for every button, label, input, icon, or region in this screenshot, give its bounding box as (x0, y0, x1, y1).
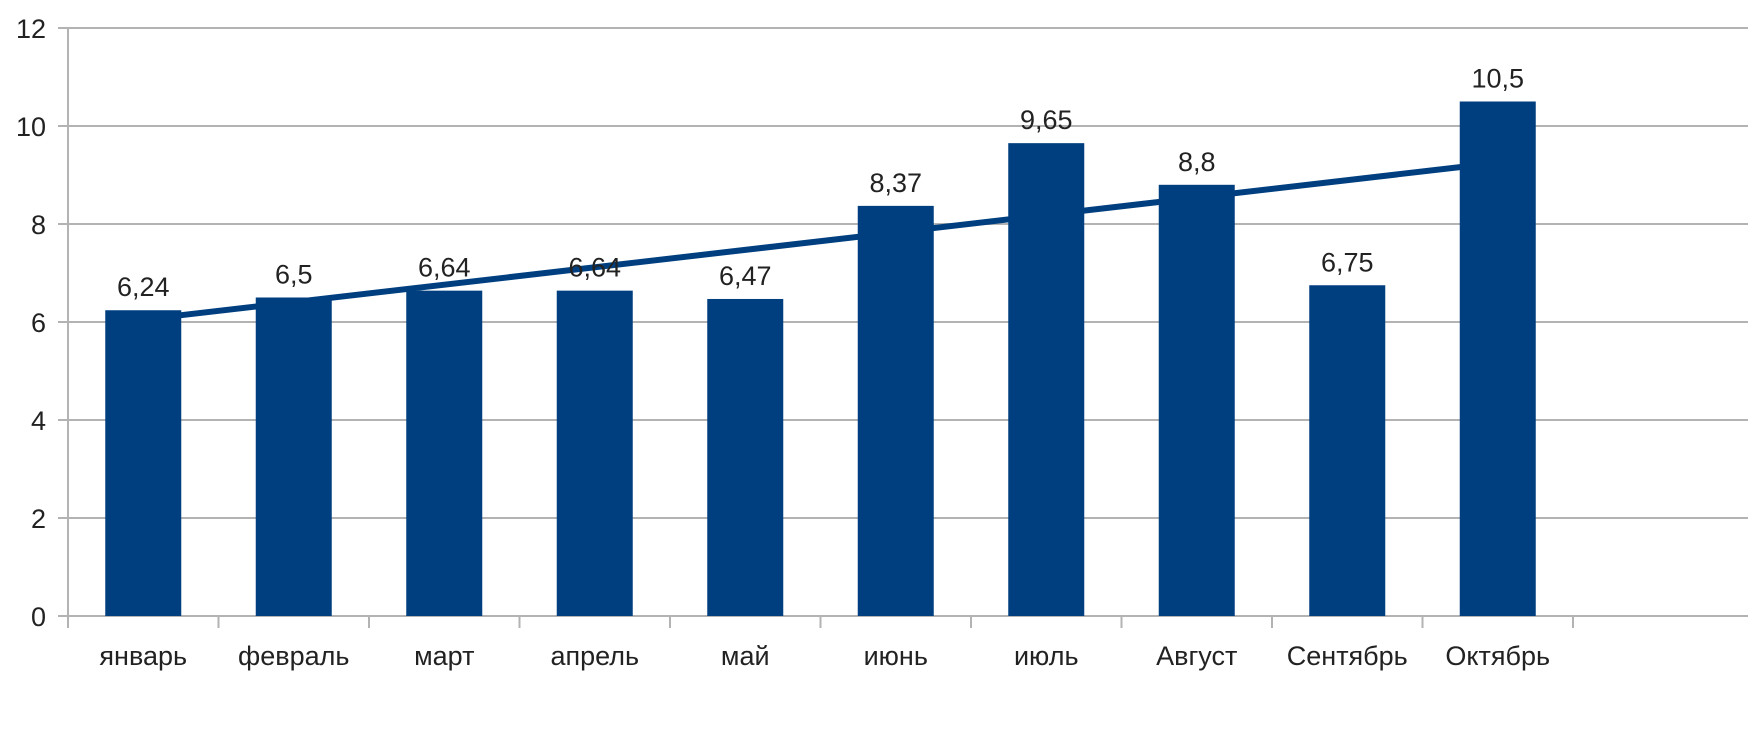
bar-1 (255, 297, 332, 616)
y-tick-label: 4 (31, 406, 46, 436)
x-tick-label: март (414, 641, 474, 671)
x-tick-label: февраль (238, 641, 349, 671)
data-label: 6,64 (418, 253, 471, 283)
y-tick-label: 0 (31, 602, 46, 632)
x-axis: январь февраль март апрель май июнь июль Август… (67, 616, 1574, 671)
bars (105, 101, 1536, 617)
y-axis: 0 2 4 6 8 10 12 (16, 14, 69, 632)
bar-9 (1459, 101, 1536, 616)
x-tick-label: Август (1156, 641, 1237, 671)
trendline (142, 159, 1499, 323)
x-tick-label: май (721, 641, 770, 671)
bar-8 (1309, 285, 1386, 616)
y-tick-label: 2 (31, 504, 46, 534)
data-label: 10,5 (1471, 64, 1524, 94)
y-tick-label: 12 (16, 14, 46, 44)
data-label: 9,65 (1020, 105, 1073, 135)
bar-2 (406, 290, 483, 616)
data-label: 6,5 (275, 260, 313, 290)
data-label: 6,24 (117, 272, 170, 302)
data-label: 6,75 (1321, 247, 1374, 277)
x-tick-label: январь (99, 641, 187, 671)
x-tick-label: Октябрь (1445, 641, 1550, 671)
x-tick-label: Сентябрь (1287, 641, 1408, 671)
bar-5 (857, 205, 934, 616)
bar-3 (556, 290, 633, 616)
x-tick-label: июнь (864, 641, 928, 671)
y-tick-label: 8 (31, 210, 46, 240)
bar-7 (1158, 184, 1235, 617)
y-tick-label: 6 (31, 308, 46, 338)
bar-4 (707, 298, 784, 616)
bar-6 (1008, 143, 1085, 616)
y-tick-label: 10 (16, 112, 46, 142)
data-label: 8,8 (1178, 147, 1216, 177)
x-tick-label: апрель (550, 641, 639, 671)
data-label: 8,37 (869, 168, 922, 198)
value-labels: 6,24 6,5 6,64 6,64 6,47 8,37 9,65 8,8 6,75 10,5 (117, 64, 1524, 303)
bar-0 (105, 310, 182, 616)
data-label: 6,47 (719, 261, 772, 291)
trendline-layer (142, 159, 1499, 323)
x-tick-label: июль (1014, 641, 1079, 671)
data-label: 6,64 (568, 253, 621, 283)
